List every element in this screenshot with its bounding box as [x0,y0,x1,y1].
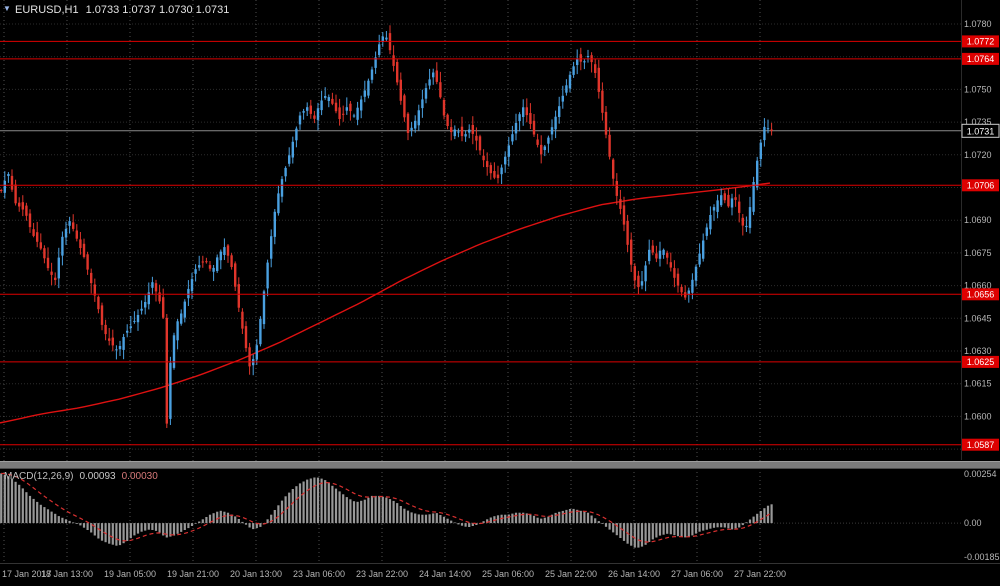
macd-signal-line [1,472,772,543]
price-scale[interactable]: 1.0780 1.0750 1.0735 1.0720 1.0690 1.0675 1.06… [961,0,1000,562]
price-tick-label: 1.0660 [964,281,992,291]
price-tick-label: 1.0630 [964,346,992,356]
macd-main-value: 0.00093 [79,471,116,482]
level-price-label: 1.0706 [967,181,995,191]
macd-signal-value: 0.00030 [121,471,158,482]
level-price-label: 1.0587 [967,440,995,450]
price-tick-label: 1.0780 [964,19,992,29]
time-axis-label: 19 Jan 21:00 [167,569,219,579]
time-axis-label: 27 Jan 22:00 [734,569,786,579]
price-tick-label: 1.0645 [964,313,992,323]
macd-name: MACD(12,26,9) [4,471,74,482]
macd-indicator-label: MACD(12,26,9) 0.00093 0.00030 [4,471,158,482]
level-price-label: 1.0772 [967,37,995,47]
time-axis-label: 26 Jan 14:00 [608,569,660,579]
price-tick-label: 1.0615 [964,379,992,389]
macd-scale-label: 0.00 [964,518,982,528]
time-axis-label: 23 Jan 06:00 [293,569,345,579]
price-tick-label: 1.0750 [964,84,992,94]
time-axis-label: 27 Jan 06:00 [671,569,723,579]
macd-histogram [0,473,773,548]
symbol-marker-icon: ▼ [3,4,11,13]
moving-average-line [0,182,771,424]
level-price-badge [962,355,999,368]
current-price-label: 1.0731 [967,126,995,136]
level-price-badge [962,179,999,192]
price-tick-label: 1.0720 [964,150,992,160]
price-gridlines [0,23,961,450]
candles-layer [0,25,773,428]
level-price-badge [962,52,999,65]
time-axis-label: 18 Jan 13:00 [41,569,93,579]
macd-scale-label: -0.00185 [964,552,1000,562]
time-axis-label: 20 Jan 13:00 [230,569,282,579]
price-tick-label: 1.0600 [964,411,992,421]
level-price-badge [962,35,999,48]
support-resistance-lines[interactable] [0,40,961,446]
time-axis-label: 25 Jan 22:00 [545,569,597,579]
symbol-timeframe-label: EURUSD,H1 [15,4,79,16]
time-axis-label: 25 Jan 06:00 [482,569,534,579]
level-price-badge [962,288,999,301]
panel-separator[interactable] [0,461,1000,469]
price-tick-label: 1.0675 [964,248,992,258]
time-axis-label: 24 Jan 14:00 [419,569,471,579]
macd-scale-label: 0.00254 [964,469,997,479]
level-price-label: 1.0656 [967,290,995,300]
time-axis-label: 19 Jan 05:00 [104,569,156,579]
price-tick-label: 1.0735 [964,117,992,127]
time-axis-label: 17 Jan 2017 [2,569,52,579]
time-axis-label: 23 Jan 22:00 [356,569,408,579]
level-price-label: 1.0625 [967,357,995,367]
current-price-badge [961,123,1000,138]
level-price-badge [962,438,999,451]
price-tick-label: 1.0690 [964,215,992,225]
ohlc-quote-label: 1.0733 1.0737 1.0730 1.0731 [85,4,230,16]
level-price-label: 1.0764 [967,54,995,64]
chart-title: EURUSD,H1 1.0733 1.0737 1.0730 1.0731 [15,4,229,16]
